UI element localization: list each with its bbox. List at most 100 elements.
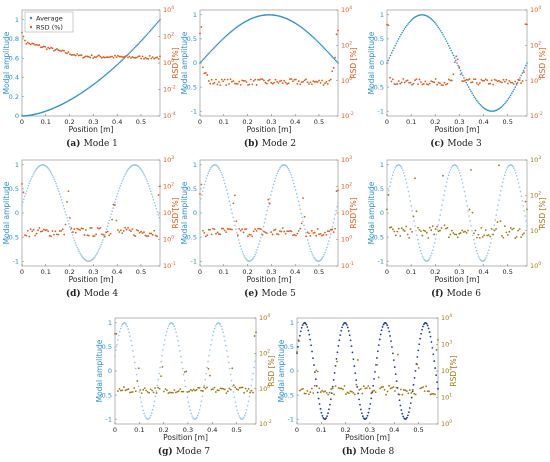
x-tick-label: 0.3	[454, 268, 464, 276]
modal-amplitude-point	[239, 245, 242, 248]
rsd-point	[399, 388, 402, 391]
rsd-point	[430, 80, 433, 83]
modal-amplitude-point	[130, 339, 132, 342]
rsd-point	[225, 392, 228, 395]
rsd-point	[319, 233, 322, 235]
rsd-point	[202, 229, 204, 232]
modal-amplitude-point	[26, 187, 29, 190]
rsd-point	[337, 29, 339, 32]
rsd-point	[270, 231, 273, 233]
modal-amplitude-point	[218, 41, 221, 44]
rsd-point	[38, 226, 41, 229]
modal-amplitude-point	[328, 52, 330, 54]
y-axis-label: Modal amplitude	[367, 31, 376, 94]
rsd-point	[486, 234, 489, 237]
modal-amplitude-point	[392, 171, 395, 174]
rsd-point	[515, 82, 518, 85]
rsd-point	[402, 228, 405, 231]
modal-amplitude-point	[271, 14, 274, 16]
y2-tick-label: 104	[530, 5, 541, 14]
rsd-point	[174, 391, 177, 394]
rsd-point	[251, 83, 254, 86]
modal-amplitude-point	[467, 210, 470, 212]
modal-amplitude-point	[326, 50, 329, 53]
modal-amplitude-point	[335, 209, 337, 212]
modal-amplitude-point	[449, 169, 452, 171]
modal-amplitude-point	[54, 180, 56, 183]
modal-amplitude-point	[230, 208, 233, 211]
y2-tick-label: 10-2	[163, 85, 176, 94]
rsd-point	[452, 232, 455, 234]
rsd-point	[209, 228, 212, 231]
rsd-point	[235, 388, 238, 390]
rsd-point	[440, 227, 443, 229]
modal-amplitude-point	[367, 411, 370, 414]
modal-amplitude-point	[402, 169, 404, 172]
modal-amplitude-point	[209, 349, 211, 351]
rsd-point	[41, 230, 44, 233]
rsd-point	[70, 227, 73, 230]
y2-tick-label: 102	[441, 366, 452, 375]
modal-amplitude-point	[386, 62, 388, 64]
modal-amplitude-point	[251, 378, 254, 381]
rsd-point	[82, 227, 84, 230]
modal-amplitude-point	[201, 395, 204, 398]
rsd-point	[426, 390, 429, 393]
modal-amplitude-point	[145, 178, 147, 180]
rsd-point	[267, 79, 270, 82]
rsd-point	[242, 231, 245, 234]
modal-amplitude-point	[154, 24, 157, 26]
rsd-point	[458, 232, 461, 235]
modal-amplitude-point	[331, 225, 334, 228]
rsd-point	[450, 79, 453, 82]
modal-amplitude-point	[523, 210, 525, 212]
y-tick-label: 0.8	[9, 35, 19, 43]
modal-amplitude-point	[390, 177, 393, 180]
x-tick-label: 0.4	[207, 426, 217, 434]
rsd-point	[496, 80, 499, 83]
rsd-point	[395, 386, 398, 389]
modal-amplitude-point	[313, 37, 315, 39]
modal-amplitude-point	[71, 234, 74, 236]
rsd-point	[400, 81, 403, 84]
x-tick-label: 0	[295, 426, 299, 434]
rsd-point	[31, 42, 34, 45]
rsd-point	[391, 386, 393, 389]
rsd-point	[498, 79, 500, 82]
rsd-point	[100, 56, 103, 59]
rsd-point	[430, 229, 433, 232]
rsd-point	[157, 386, 159, 389]
y-axis-label: Modal amplitude	[367, 181, 376, 244]
modal-amplitude-point	[141, 38, 144, 41]
rsd-point	[440, 84, 443, 87]
modal-amplitude-point	[138, 166, 141, 169]
rsd-point	[239, 83, 242, 86]
rsd-point	[255, 84, 258, 86]
y2-tick-label: 102	[530, 41, 541, 50]
rsd-point	[86, 234, 89, 237]
rsd-point	[140, 392, 143, 394]
rsd-point	[296, 351, 298, 353]
modal-amplitude-point	[348, 334, 351, 337]
rsd-point	[397, 80, 400, 82]
modal-amplitude-point	[373, 378, 375, 380]
modal-amplitude-point	[388, 57, 391, 59]
rsd-point	[388, 384, 390, 387]
modal-amplitude-point	[254, 360, 256, 363]
rsd-point	[73, 228, 76, 230]
rsd-point	[305, 392, 307, 395]
modal-amplitude-point	[406, 186, 409, 188]
rsd-point	[284, 232, 287, 235]
modal-amplitude-point	[118, 61, 121, 64]
modal-amplitude-point	[459, 175, 462, 177]
modal-amplitude-point	[323, 47, 326, 49]
rsd-point	[241, 79, 244, 82]
modal-amplitude-point	[427, 15, 429, 18]
rsd-point	[89, 227, 92, 229]
modal-amplitude-point	[470, 90, 472, 93]
rsd-point	[346, 391, 349, 394]
x-tick-label: 0.3	[454, 118, 464, 126]
modal-amplitude-point	[229, 31, 231, 34]
rsd-point	[453, 233, 456, 236]
rsd-point	[215, 232, 217, 235]
